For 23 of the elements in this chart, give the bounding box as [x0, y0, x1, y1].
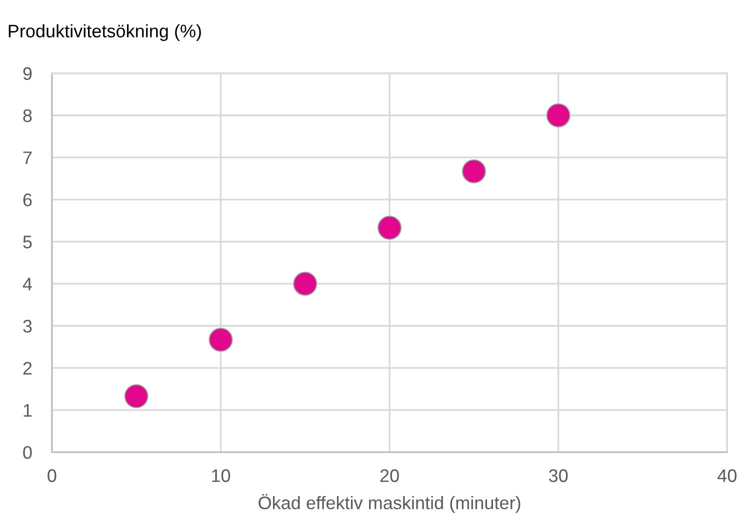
x-tick-label: 0	[48, 469, 56, 482]
y-tick-label: 4	[22, 278, 32, 290]
point	[124, 384, 148, 408]
point	[293, 272, 318, 296]
y-tick-label: 1	[24, 404, 32, 417]
x-tick-label: 10	[212, 469, 230, 482]
y-axis-title: Produktivitetsökning (%)	[8, 24, 201, 42]
y-tick-label: 7	[23, 152, 32, 164]
y-tick-label: 0	[23, 446, 32, 459]
x-tick-label: 30	[549, 469, 568, 482]
y-tick-label: 5	[23, 236, 32, 248]
y-tick-label: 8	[23, 109, 32, 122]
y-tick-label: 2	[23, 362, 32, 375]
x-axis-title: Ökad effektiv maskintid (minuter)	[258, 494, 520, 513]
x-tick-label: 20	[380, 469, 399, 482]
y-tick-label: 6	[23, 193, 32, 206]
point	[546, 103, 570, 128]
point	[462, 159, 486, 184]
point	[378, 216, 402, 240]
y-tick-label: 9	[23, 67, 32, 80]
y-tick-label: 3	[23, 320, 32, 333]
point	[208, 328, 233, 352]
x-tick-label: 40	[718, 469, 736, 482]
